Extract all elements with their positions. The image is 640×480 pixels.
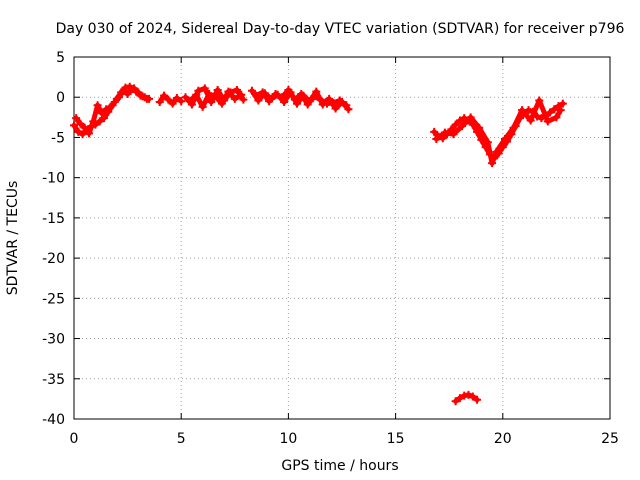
y-tick-label: -40 (42, 412, 65, 428)
data-point (237, 90, 246, 99)
y-tick-label: -10 (42, 171, 65, 187)
y-tick-label: -35 (42, 372, 65, 388)
x-tick-label: 0 (70, 431, 79, 447)
chart-title: Day 030 of 2024, Sidereal Day-to-day VTE… (56, 21, 625, 37)
x-tick-label: 15 (387, 431, 405, 447)
data-point (177, 97, 186, 106)
axis-ticks: 0 5 10 15 20 25 5 0 -5 -10 -15 -20 -25 -30 -35 -40 (42, 50, 619, 447)
x-tick-label: 25 (601, 431, 619, 447)
data-point (239, 95, 248, 104)
y-tick-label: -20 (42, 251, 65, 267)
data-point (558, 99, 567, 108)
plot-frame (73, 56, 611, 420)
grid (74, 57, 610, 419)
y-tick-label: 0 (56, 90, 65, 106)
data-trace (511, 107, 525, 131)
data-trace (493, 136, 508, 155)
data-point (342, 101, 351, 110)
y-axis-title: SDTVAR / TECUs (5, 181, 21, 296)
y-tick-label: -30 (42, 332, 65, 348)
y-tick-label: -25 (42, 291, 65, 307)
x-axis-title: GPS time / hours (281, 458, 398, 474)
x-tick-label: 5 (177, 431, 186, 447)
y-tick-label: -5 (51, 130, 65, 146)
data-point (145, 94, 154, 103)
data-point (556, 106, 565, 115)
data-trace (476, 125, 491, 145)
y-tick-label: 5 (56, 50, 65, 66)
x-tick-label: 10 (279, 431, 297, 447)
y-tick-label: -15 (42, 211, 65, 227)
data-points (70, 82, 567, 406)
data-point (344, 105, 353, 114)
x-tick-label: 20 (494, 431, 512, 447)
data-trace (536, 97, 551, 124)
data-point (473, 395, 482, 404)
data-trace (528, 97, 542, 124)
